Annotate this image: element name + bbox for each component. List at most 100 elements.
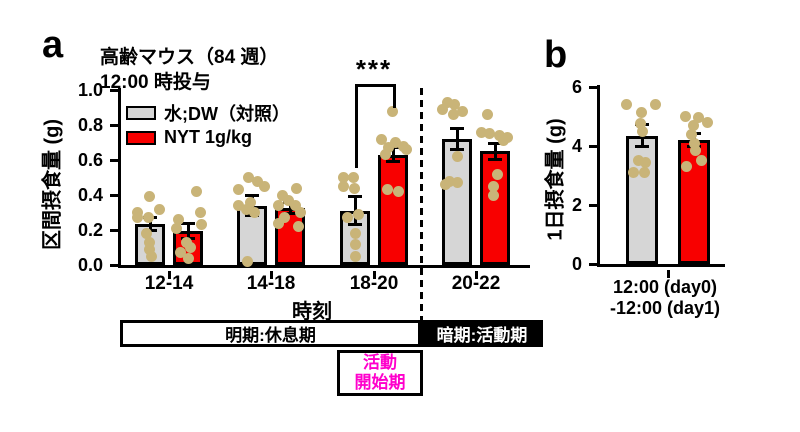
data-point [382,142,394,154]
data-point [341,212,353,224]
panel-a-title-line1: 高齢マウス（84 週） [100,47,279,68]
panel-a-plot: 0.0 0.2 0.4 0.6 0.8 1.0 12-14 14-18 18-20 20-22 **… [78,54,530,294]
y-tick-mark [589,262,597,266]
data-point [688,137,700,149]
data-point [487,180,499,192]
panel-b-plot: 0 2 4 6 [572,77,725,278]
data-point [352,208,364,220]
data-point [272,217,284,229]
legend: 水;DW（対照） NYT 1g/kg [126,100,290,150]
data-point [140,228,152,239]
data-point [172,214,184,225]
data-point [348,182,360,194]
data-point [389,137,401,148]
significance-stars: *** [355,54,393,84]
y-tick-label: 0.0 [77,255,103,275]
panel-a-x-axis-label: 時刻 [292,301,332,323]
data-point [289,200,301,211]
data-point [379,149,391,161]
x-tick-label: 14-18 [246,273,296,294]
data-point [349,228,361,239]
error-bar-cap-bottom [450,148,464,151]
data-point [635,106,647,118]
data-point [240,203,252,215]
data-point [491,168,503,180]
data-point [143,191,155,203]
y-tick-label: 4 [571,136,582,156]
x-tick-mark [372,271,376,279]
panel-a-y-axis-label: 区間摂食量 (g) [41,118,64,251]
data-point [347,172,359,183]
data-point [241,256,253,267]
x-tick-mark [474,271,478,279]
y-tick-mark [589,85,597,89]
data-point [242,172,254,183]
data-point [153,203,165,215]
data-point [636,125,648,137]
error-bar-cap-bottom [386,160,400,164]
sig-bracket-top [355,84,396,87]
data-point [680,161,692,173]
panel-b-x-label-line2: -12:00 (day1) [609,298,721,318]
data-point [232,184,244,196]
data-point [451,177,463,189]
y-tick-mark [589,203,597,207]
panel-a-label: a [42,24,64,66]
panel-b-x-label-line1: 12:00 (day0) [612,277,718,297]
light-dark-divider-dashed-line [420,88,423,320]
y-tick-label: 0 [571,254,582,274]
data-point [244,196,256,208]
data-point [170,222,182,234]
nyt-bar [378,154,408,265]
error-bar-cap-bottom [635,145,649,149]
error-bar-cap-top [450,127,464,130]
data-point [695,155,707,167]
x-tick-label: 18-20 [349,273,399,294]
data-point [475,126,487,138]
data-point [386,105,398,117]
data-point [142,212,154,224]
data-point [481,109,493,120]
x-tick-label: 12-14 [144,273,194,294]
dw-legend-label: 水;DW（対照） [164,103,290,124]
y-tick-label: 6 [571,77,582,97]
data-point [400,144,412,155]
data-point [487,189,499,201]
data-point [251,175,263,187]
nyt-legend-swatch [126,130,156,145]
data-point [701,116,713,128]
data-point [290,182,302,194]
panel-b-y-axis-label: 1日摂食量 (g) [544,118,567,241]
data-point [692,112,704,124]
error-bar-cap-bottom [348,223,362,227]
data-point [292,221,304,232]
data-point [627,167,639,179]
x-tick-mark [167,271,171,279]
data-point [190,186,202,197]
data-point [375,133,387,145]
data-point [248,207,260,218]
data-point [483,128,495,140]
data-point [392,186,404,197]
error-bar-cap-top [488,141,502,145]
data-point [282,194,294,206]
dw-bar [626,135,658,264]
y-tick-mark [110,193,118,197]
data-point [685,128,697,140]
error-bar-cap-bottom [488,157,502,161]
data-point [174,247,186,259]
data-point [689,144,701,156]
x-tick-mark [269,271,273,279]
data-point [184,242,196,253]
data-point [441,96,453,108]
panel-b-x-axis-label: 12:00 (day0) -12:00 (day1) [598,277,732,319]
error-bar-cap-top [245,194,259,198]
activity-onset-label-line2: 開始期 [354,373,406,392]
y-tick-label: 0.8 [77,115,103,135]
data-point [632,155,644,167]
data-point [639,156,651,168]
data-point [638,167,650,179]
data-point [349,250,361,262]
x-tick-mark [666,270,670,278]
